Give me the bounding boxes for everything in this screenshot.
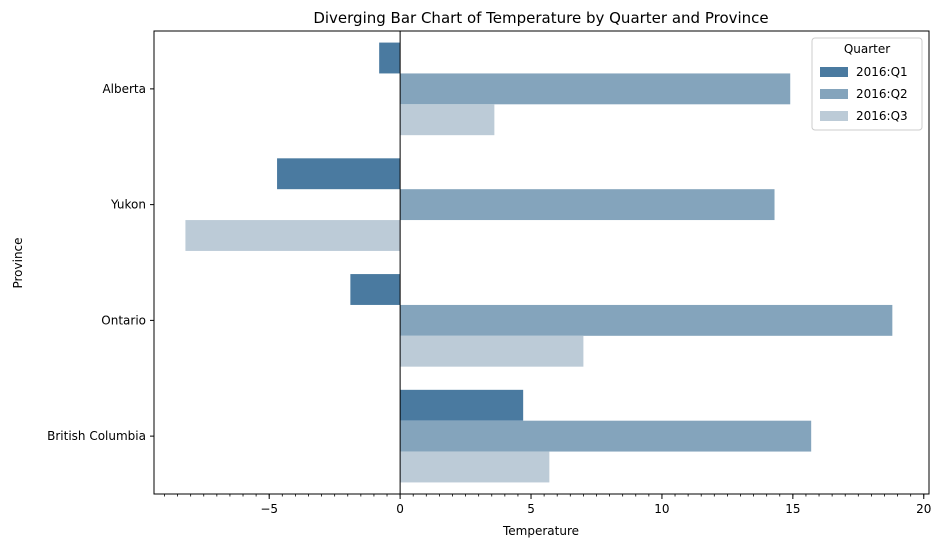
y-axis-label: Province — [11, 237, 25, 288]
plot-area: Alberta Yukon Ontario British Columbia −5 0 5 1… — [47, 30, 931, 516]
x-tick-label: −5 — [260, 502, 278, 516]
bar-alberta-2016-q1 — [379, 42, 401, 74]
legend-entry: 2016:Q1 — [856, 65, 908, 79]
legend-swatch — [820, 89, 848, 99]
x-tick-label: 0 — [396, 502, 404, 516]
bar-british-columbia-2016-q2 — [400, 420, 812, 452]
plot-frame — [153, 30, 930, 495]
y-tick-label: British Columbia — [47, 429, 146, 443]
legend-entry: 2016:Q3 — [856, 109, 908, 123]
x-tick-label: 15 — [785, 502, 800, 516]
bar-ontario-2016-q3 — [400, 335, 584, 367]
bar-alberta-2016-q3 — [400, 104, 495, 136]
bar-alberta-2016-q2 — [400, 73, 791, 105]
bar-ontario-2016-q2 — [400, 304, 893, 336]
legend: Quarter 2016:Q1 2016:Q2 2016:Q3 — [811, 37, 923, 131]
chart-title: Diverging Bar Chart of Temperature by Qu… — [313, 9, 768, 27]
legend-title: Quarter — [844, 42, 890, 56]
y-tick-label: Ontario — [101, 313, 146, 327]
y-tick-label: Yukon — [110, 198, 146, 212]
x-axis-label: Temperature — [502, 524, 579, 538]
legend-box — [811, 37, 923, 131]
y-tick-label: Alberta — [102, 82, 146, 96]
bar-yukon-2016-q1 — [277, 158, 401, 190]
x-tick-label: 5 — [527, 502, 535, 516]
bar-yukon-2016-q2 — [400, 189, 775, 221]
bar-ontario-2016-q1 — [350, 274, 401, 305]
legend-entry: 2016:Q2 — [856, 87, 908, 101]
bar-british-columbia-2016-q3 — [400, 451, 550, 483]
bar-british-columbia-2016-q1 — [400, 389, 524, 421]
legend-swatch — [820, 111, 848, 121]
x-tick-label: 20 — [916, 502, 931, 516]
legend-swatch — [820, 67, 848, 77]
x-tick-label: 10 — [654, 502, 669, 516]
bar-yukon-2016-q3 — [185, 220, 401, 251]
